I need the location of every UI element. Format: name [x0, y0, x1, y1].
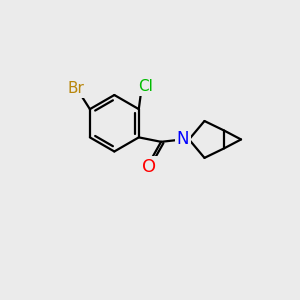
- Text: Br: Br: [68, 81, 84, 96]
- Text: O: O: [142, 158, 156, 176]
- Text: Cl: Cl: [138, 79, 153, 94]
- Text: N: N: [177, 130, 189, 148]
